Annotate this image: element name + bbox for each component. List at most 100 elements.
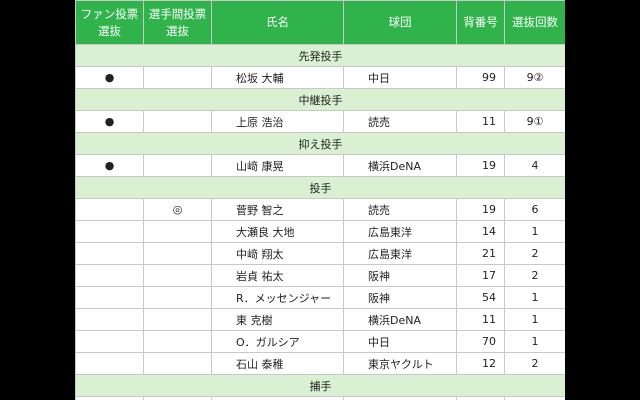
selection-count-cell: 2	[504, 264, 565, 287]
player-vote-cell	[143, 264, 212, 287]
header-selection-count: 選抜回数	[504, 0, 565, 45]
player-name-cell: 上原 浩治	[211, 110, 344, 133]
selection-count-cell: 2	[504, 242, 565, 265]
table-row: 東 克樹 横浜DeNA 11 1	[75, 308, 565, 331]
player-vote-cell	[143, 220, 212, 243]
player-name-cell: 岩貞 祐太	[211, 264, 344, 287]
all-star-roster-table: ファン投票 選抜 選手間投票 選抜 氏名 球団 背番号 選抜回数 先発投手 ● 松坂…	[75, 0, 565, 400]
header-fan-vote: ファン投票 選抜	[75, 0, 144, 45]
section-row: 中継投手	[75, 88, 565, 111]
player-vote-cell	[143, 308, 212, 331]
selection-count-cell: 9①	[504, 110, 565, 133]
player-vote-cell	[143, 66, 212, 89]
player-name-cell: 東 克樹	[211, 308, 344, 331]
selection-count-cell: 2	[504, 396, 565, 400]
fan-vote-cell	[75, 264, 144, 287]
selection-count-cell: 2	[504, 352, 565, 375]
fan-vote-cell: ●	[75, 396, 144, 400]
uniform-number-cell: 22	[456, 396, 505, 400]
player-vote-cell	[143, 330, 212, 353]
uniform-number-cell: 19	[456, 154, 505, 177]
header-fan-vote-line1: ファン投票	[80, 6, 139, 21]
team-cell: 読売	[343, 396, 457, 400]
fan-vote-cell	[75, 352, 144, 375]
uniform-number-cell: 14	[456, 220, 505, 243]
table-row: R．メッセンジャー 阪神 54 1	[75, 286, 565, 309]
player-vote-cell: ◎	[143, 198, 212, 221]
player-name-cell: 大瀬良 大地	[211, 220, 344, 243]
team-cell: 横浜DeNA	[343, 154, 457, 177]
player-vote-cell: ◎	[143, 396, 212, 400]
player-vote-cell	[143, 154, 212, 177]
player-vote-cell	[143, 110, 212, 133]
player-name-cell: 山﨑 康晃	[211, 154, 344, 177]
player-name-cell: R．メッセンジャー	[211, 286, 344, 309]
team-cell: 広島東洋	[343, 242, 457, 265]
selection-count-cell: 6	[504, 198, 565, 221]
header-fan-vote-line2: 選抜	[98, 23, 121, 38]
player-vote-cell	[143, 242, 212, 265]
team-cell: 読売	[343, 110, 457, 133]
fan-vote-cell: ●	[75, 154, 144, 177]
fan-vote-cell: ●	[75, 66, 144, 89]
section-row: 抑え投手	[75, 132, 565, 155]
player-name-cell: 小林 誠司	[211, 396, 344, 400]
header-player-vote-line1: 選手間投票	[148, 6, 207, 21]
selection-count-cell: 1	[504, 286, 565, 309]
header-row: ファン投票 選抜 選手間投票 選抜 氏名 球団 背番号 選抜回数	[75, 0, 565, 45]
player-name-cell: 菅野 智之	[211, 198, 344, 221]
table-row: ● 上原 浩治 読売 11 9①	[75, 110, 565, 133]
uniform-number-cell: 11	[456, 308, 505, 331]
selection-count-cell: 4	[504, 154, 565, 177]
player-name-cell: 中﨑 翔太	[211, 242, 344, 265]
section-title: 抑え投手	[75, 132, 565, 155]
selection-count-cell: 1	[504, 308, 565, 331]
header-team: 球団	[343, 0, 457, 45]
uniform-number-cell: 19	[456, 198, 505, 221]
team-cell: 阪神	[343, 286, 457, 309]
section-title: 捕手	[75, 374, 565, 397]
team-cell: 中日	[343, 66, 457, 89]
table-row: 大瀬良 大地 広島東洋 14 1	[75, 220, 565, 243]
fan-vote-cell	[75, 308, 144, 331]
player-vote-cell	[143, 286, 212, 309]
team-cell: 広島東洋	[343, 220, 457, 243]
player-name-cell: 松坂 大輔	[211, 66, 344, 89]
section-row: 投手	[75, 176, 565, 199]
uniform-number-cell: 12	[456, 352, 505, 375]
uniform-number-cell: 54	[456, 286, 505, 309]
player-vote-cell	[143, 352, 212, 375]
section-row: 捕手	[75, 374, 565, 397]
selection-count-cell: 1	[504, 220, 565, 243]
uniform-number-cell: 11	[456, 110, 505, 133]
team-cell: 横浜DeNA	[343, 308, 457, 331]
fan-vote-cell	[75, 242, 144, 265]
header-number: 背番号	[456, 0, 505, 45]
table-row: ◎ 菅野 智之 読売 19 6	[75, 198, 565, 221]
fan-vote-cell	[75, 198, 144, 221]
team-cell: 東京ヤクルト	[343, 352, 457, 375]
header-player-vote: 選手間投票 選抜	[143, 0, 212, 45]
uniform-number-cell: 99	[456, 66, 505, 89]
uniform-number-cell: 21	[456, 242, 505, 265]
selection-count-cell: 9②	[504, 66, 565, 89]
header-name: 氏名	[211, 0, 344, 45]
header-player-vote-line2: 選抜	[166, 23, 189, 38]
uniform-number-cell: 70	[456, 330, 505, 353]
fan-vote-cell	[75, 286, 144, 309]
table-row: 石山 泰稚 東京ヤクルト 12 2	[75, 352, 565, 375]
player-name-cell: O．ガルシア	[211, 330, 344, 353]
fan-vote-cell	[75, 220, 144, 243]
player-name-cell: 石山 泰稚	[211, 352, 344, 375]
section-row: 先発投手	[75, 44, 565, 67]
table-row: ●◎小林 誠司読売222	[75, 396, 565, 400]
table-row: 岩貞 祐太 阪神 17 2	[75, 264, 565, 287]
fan-vote-cell	[75, 330, 144, 353]
table-row: 中﨑 翔太 広島東洋 21 2	[75, 242, 565, 265]
table-row: O．ガルシア 中日 70 1	[75, 330, 565, 353]
team-cell: 中日	[343, 330, 457, 353]
team-cell: 阪神	[343, 264, 457, 287]
selection-count-cell: 1	[504, 330, 565, 353]
team-cell: 読売	[343, 198, 457, 221]
section-title: 投手	[75, 176, 565, 199]
